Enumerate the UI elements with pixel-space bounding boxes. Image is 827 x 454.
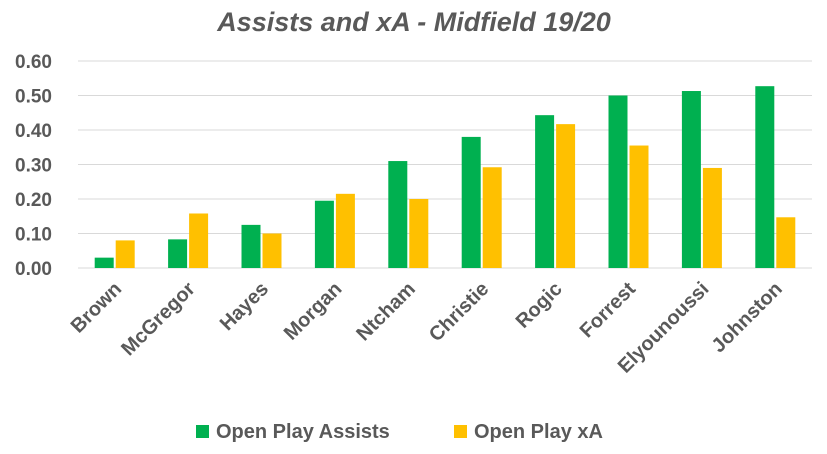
chart-title: Assists and xA - Midfield 19/20 [216, 7, 611, 37]
bar-assists-hayes [241, 224, 261, 268]
x-tick-label: Brown [67, 278, 127, 338]
x-tick-label: Rogic [512, 278, 567, 333]
bar-xa-ntcham [409, 199, 429, 268]
bar-xa-rogic [556, 124, 576, 268]
legend-label: Open Play Assists [216, 421, 390, 443]
bar-xa-mcgregor [189, 213, 209, 268]
y-tick-label: 0.30 [15, 156, 52, 177]
bar-assists-morgan [314, 200, 334, 268]
bar-assists-forrest [608, 95, 628, 268]
y-tick-label: 0.10 [15, 225, 52, 246]
bar-xa-forrest [629, 145, 649, 268]
x-tick-label: Hayes [216, 278, 273, 335]
bar-xa-brown [115, 240, 135, 268]
y-axis-tick-labels: 0.00 0.10 0.20 0.30 0.40 0.50 0.60 [15, 52, 52, 280]
y-tick-label: 0.50 [15, 87, 52, 108]
legend-swatch [196, 425, 209, 438]
gridlines [78, 60, 812, 269]
bar-assists-rogic [535, 115, 555, 268]
bar-assists-christie [461, 136, 481, 268]
bar-xa-johnston [776, 217, 796, 268]
legend: Open Play Assists Open Play xA [196, 421, 603, 443]
bar-assists-mcgregor [168, 239, 188, 268]
y-tick-label: 0.00 [15, 259, 52, 280]
bar-assists-elyounoussi [681, 91, 701, 268]
bar-assists-johnston [755, 86, 775, 268]
y-tick-label: 0.20 [15, 190, 52, 211]
bar-assists-ntcham [388, 161, 408, 268]
bars [94, 86, 796, 268]
x-tick-label: Ntcham [352, 278, 419, 345]
x-tick-label: Johnston [708, 278, 787, 357]
bar-xa-hayes [262, 233, 282, 268]
x-tick-label: Forrest [576, 278, 641, 343]
y-tick-label: 0.40 [15, 121, 52, 142]
legend-label: Open Play xA [474, 421, 603, 443]
bar-xa-morgan [335, 193, 355, 268]
x-tick-label: McGregor [117, 278, 200, 361]
legend-swatch [454, 425, 467, 438]
bar-assists-brown [94, 257, 114, 268]
x-tick-label: Christie [425, 278, 493, 346]
y-tick-label: 0.60 [15, 52, 52, 73]
bar-xa-elyounoussi [702, 167, 722, 268]
x-tick-label: Morgan [280, 278, 347, 345]
bar-xa-christie [482, 167, 502, 268]
